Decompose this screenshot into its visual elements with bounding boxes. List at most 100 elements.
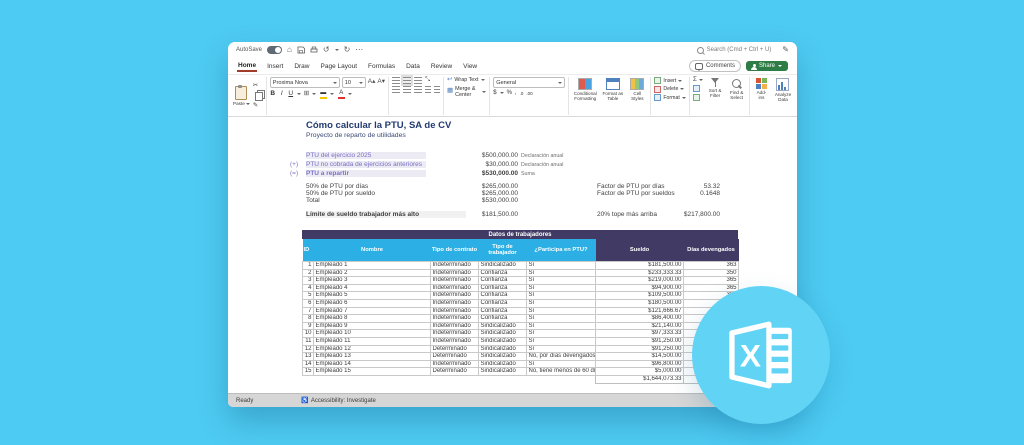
cell-participa[interactable]: Sí (526, 321, 596, 331)
cell-contrato[interactable]: Indeterminado (430, 321, 479, 331)
cell-contrato[interactable]: Indeterminado (430, 314, 479, 323)
cut-icon[interactable]: ✂ (252, 81, 259, 89)
cell-dias[interactable]: 350 (683, 268, 739, 278)
home-icon[interactable]: ⌂ (287, 45, 292, 54)
cell-value[interactable]: $530,000.00 (481, 197, 518, 204)
cell-id[interactable]: 9 (302, 321, 314, 331)
cell-contrato[interactable]: Determinado (430, 344, 479, 354)
cell-trabajador[interactable]: Confianza (478, 306, 527, 316)
tab-insert[interactable]: Insert (267, 63, 284, 70)
cell-label[interactable]: Total (306, 197, 320, 204)
cell-id[interactable]: 12 (302, 344, 314, 354)
italic-button[interactable]: I (280, 90, 283, 97)
cell-dias[interactable]: 363 (683, 261, 739, 270)
cell-id[interactable]: 15 (302, 367, 314, 376)
cell-id[interactable]: 13 (302, 352, 314, 361)
clear-button[interactable] (692, 93, 700, 101)
cell-participa[interactable]: Sí (526, 261, 596, 270)
cell-nombre[interactable]: Empleado 15 (313, 367, 431, 376)
cell-note[interactable]: Declaración anual (521, 161, 564, 168)
decrease-indent-icon[interactable] (424, 86, 431, 93)
cell-nombre[interactable]: Empleado 6 (313, 298, 431, 308)
cell-sueldo[interactable]: $121,666.67 (595, 306, 684, 316)
cell-participa[interactable]: Sí (526, 306, 596, 316)
cell-sueldo[interactable]: $94,900.00 (595, 283, 684, 293)
cell-trabajador[interactable]: Confianza (478, 298, 527, 308)
cell-value[interactable]: 53.32 (703, 183, 720, 190)
cell-contrato[interactable]: Indeterminado (430, 336, 479, 346)
cell-nombre[interactable]: Empleado 8 (313, 314, 431, 323)
cell-value[interactable]: $30,000.00 (485, 161, 518, 168)
header-id[interactable]: ID (302, 239, 314, 262)
header-trabajador[interactable]: Tipo de trabajador (478, 239, 527, 262)
cell-trabajador[interactable]: Sindicalizado (478, 321, 527, 331)
header-dias[interactable]: Días devengados (683, 239, 739, 262)
align-top-icon[interactable] (391, 77, 400, 84)
cell-nombre[interactable]: Empleado 3 (313, 276, 431, 285)
cell-trabajador[interactable]: Sindicalizado (478, 329, 527, 338)
cell-value[interactable]: 0.1648 (700, 190, 720, 197)
cell-contrato[interactable]: Indeterminado (430, 268, 479, 278)
percent-format-icon[interactable]: % (506, 90, 512, 96)
header-nombre[interactable]: Nombre (313, 239, 431, 262)
cell-trabajador[interactable]: Sindicalizado (478, 352, 527, 361)
autosum-button[interactable]: Σ (693, 76, 703, 84)
cell-sueldo[interactable]: $91,250.00 (595, 336, 684, 346)
save-icon[interactable] (297, 46, 305, 54)
cell-nombre[interactable]: Empleado 4 (313, 283, 431, 293)
cell-dias[interactable]: 365 (683, 283, 739, 293)
cell-trabajador[interactable]: Confianza (478, 276, 527, 285)
autosave-toggle[interactable] (267, 46, 283, 54)
cell-id[interactable]: 5 (302, 291, 314, 300)
fill-color-icon[interactable]: ▬ (319, 90, 327, 99)
cell-trabajador[interactable]: Sindicalizado (478, 359, 527, 369)
cell-sueldo[interactable]: $91,250.00 (595, 344, 684, 354)
cell-nombre[interactable]: Empleado 9 (313, 321, 431, 331)
delete-cells-button[interactable]: Delete (654, 85, 685, 93)
comma-format-icon[interactable]: , (514, 90, 517, 96)
cell-nombre[interactable]: Empleado 12 (313, 344, 431, 354)
align-right-icon[interactable] (413, 86, 422, 93)
cell-id[interactable]: 10 (302, 329, 314, 338)
shrink-font-icon[interactable]: A▾ (377, 78, 385, 86)
addins-button[interactable]: Add-ins (753, 77, 770, 102)
cell-participa[interactable]: No, tiene menos de 60 días (526, 367, 596, 376)
cell-sueldo[interactable]: $219,000.00 (595, 276, 684, 285)
orientation-icon[interactable]: ⤡ (424, 76, 431, 84)
cell-sueldo[interactable]: $96,800.00 (595, 359, 684, 369)
cell-value[interactable]: $265,000.00 (481, 190, 518, 197)
cell-trabajador[interactable]: Confianza (478, 291, 527, 300)
cell-value[interactable]: $217,800.00 (683, 211, 720, 218)
undo-dropdown-icon[interactable] (334, 49, 339, 51)
tab-data[interactable]: Data (406, 63, 420, 70)
format-painter-icon[interactable]: ✎ (252, 102, 259, 109)
cell-participa[interactable]: Sí (526, 336, 596, 346)
borders-icon[interactable]: ⊞ (303, 90, 310, 97)
increase-decimal-icon[interactable]: .0 (519, 90, 524, 96)
cell-label[interactable]: 50% de PTU por días (306, 183, 369, 190)
cell-sueldo[interactable]: $180,500.00 (595, 298, 684, 308)
underline-button[interactable]: U (288, 90, 294, 97)
cell-dias[interactable]: 365 (683, 276, 739, 285)
insert-cells-button[interactable]: Insert (654, 77, 685, 84)
cell-participa[interactable]: Sí (526, 276, 596, 285)
tab-formulas[interactable]: Formulas (368, 63, 396, 70)
cell-trabajador[interactable]: Sindicalizado (478, 367, 527, 376)
tab-home[interactable]: Home (237, 60, 258, 72)
cell-id[interactable]: 4 (302, 283, 314, 293)
find-select-button[interactable]: Find & Select (727, 77, 746, 102)
cell-participa[interactable]: Sí (526, 283, 596, 293)
cell-contrato[interactable]: Indeterminado (430, 329, 479, 338)
grow-font-icon[interactable]: A▴ (367, 78, 376, 86)
tab-review[interactable]: Review (430, 63, 453, 70)
tab-draw[interactable]: Draw (294, 63, 310, 70)
cell-trabajador[interactable]: Confianza (478, 314, 527, 323)
cell-trabajador[interactable]: Confianza (478, 268, 527, 278)
cell-label[interactable]: Factor de PTU por días (597, 183, 665, 190)
cell-sueldo[interactable]: $109,500.00 (595, 291, 684, 300)
cell-participa[interactable]: Sí (526, 268, 596, 278)
cell-note[interactable]: Suma (521, 170, 535, 177)
print-icon[interactable] (310, 46, 318, 54)
paste-button[interactable]: Paste (232, 84, 251, 107)
pencil-icon[interactable]: ✎ (782, 45, 789, 54)
